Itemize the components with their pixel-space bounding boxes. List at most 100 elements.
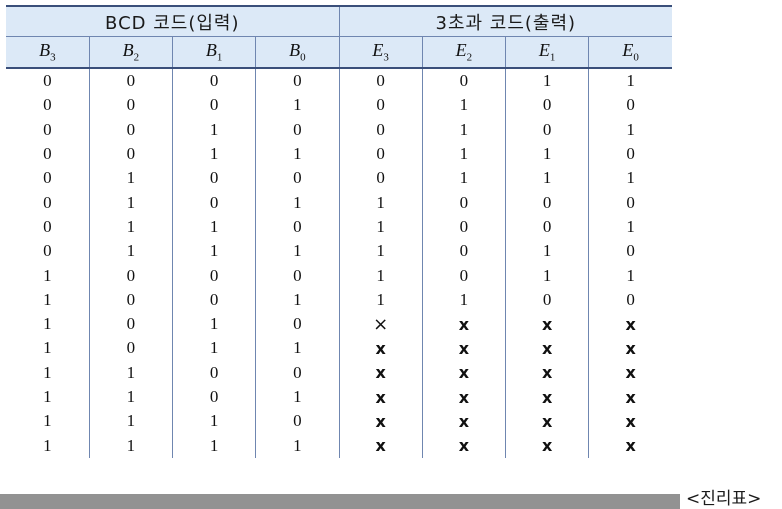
table-cell: 1: [506, 239, 589, 263]
table-cell: 1: [339, 190, 422, 214]
table-row: 1101xxxx: [6, 385, 672, 409]
table-cell: 1: [256, 433, 339, 457]
table-cell: 0: [589, 190, 672, 214]
table-cell: 1: [89, 409, 172, 433]
table-cell: 0: [256, 166, 339, 190]
table-row: 01101001: [6, 215, 672, 239]
table-cell: 0: [339, 68, 422, 93]
table-cell: 1: [6, 312, 89, 336]
table-cell: x: [589, 312, 672, 336]
table-cell: 1: [589, 263, 672, 287]
table-caption: <진리표>: [686, 484, 782, 509]
table-cell: 1: [506, 166, 589, 190]
table-cell: 1: [256, 288, 339, 312]
table-row: 01011000: [6, 190, 672, 214]
table-cell: x: [589, 433, 672, 457]
table-cell: x: [589, 336, 672, 360]
table-row: 01111010: [6, 239, 672, 263]
table-cell: 1: [339, 215, 422, 239]
table-cell: 0: [256, 312, 339, 336]
table-cell: x: [339, 385, 422, 409]
table-cell: 0: [422, 239, 505, 263]
table-cell: x: [589, 361, 672, 385]
table-cell: 1: [506, 68, 589, 93]
table-cell: 0: [422, 263, 505, 287]
table-cell: x: [422, 361, 505, 385]
table-cell: 1: [589, 118, 672, 142]
table-cell: 0: [173, 68, 256, 93]
table-row: 00110110: [6, 142, 672, 166]
table-cell: x: [589, 409, 672, 433]
table-cell: 1: [506, 142, 589, 166]
table-cell: 1: [89, 433, 172, 457]
table-cell: 1: [89, 361, 172, 385]
group-header-row: BCD 코드(입력) 3초과 코드(출력): [6, 6, 672, 37]
table-cell: 1: [422, 93, 505, 117]
truth-table: BCD 코드(입력) 3초과 코드(출력) B3B2B1B0E3E2E1E0 0…: [6, 5, 672, 458]
table-cell: 0: [506, 288, 589, 312]
table-row: 1110xxxx: [6, 409, 672, 433]
variable-header-row: B3B2B1B0E3E2E1E0: [6, 37, 672, 69]
table-cell: 0: [173, 263, 256, 287]
table-cell: 1: [89, 215, 172, 239]
table-cell: 0: [173, 288, 256, 312]
table-cell: 1: [6, 409, 89, 433]
table-cell: 0: [6, 93, 89, 117]
output-group-header: 3초과 코드(출력): [339, 6, 672, 37]
table-cell: 0: [173, 190, 256, 214]
table-cell: 0: [173, 166, 256, 190]
table-cell: 1: [6, 288, 89, 312]
table-cell: 1: [422, 142, 505, 166]
table-cell: 1: [589, 68, 672, 93]
table-cell: 1: [256, 93, 339, 117]
table-cell: 0: [422, 215, 505, 239]
table-row: 00010100: [6, 93, 672, 117]
table-cell: x: [506, 385, 589, 409]
table-cell: 1: [89, 166, 172, 190]
table-cell: 0: [422, 190, 505, 214]
table-cell: 1: [256, 190, 339, 214]
truth-table-body: 0000001100010100001001010011011001000111…: [6, 68, 672, 458]
table-row: 00100101: [6, 118, 672, 142]
table-cell: 1: [422, 288, 505, 312]
table-cell: 0: [422, 68, 505, 93]
column-header-e3: E3: [339, 37, 422, 69]
table-cell: 0: [6, 239, 89, 263]
table-cell: x: [339, 433, 422, 457]
table-cell: x: [422, 433, 505, 457]
column-header-e2: E2: [422, 37, 505, 69]
table-cell: x: [422, 336, 505, 360]
table-cell: 0: [89, 93, 172, 117]
table-cell: 1: [339, 288, 422, 312]
table-cell: 0: [6, 190, 89, 214]
table-cell: 1: [89, 385, 172, 409]
table-cell: 0: [256, 409, 339, 433]
table-cell: 0: [256, 215, 339, 239]
table-cell: 1: [256, 142, 339, 166]
table-cell: 0: [6, 118, 89, 142]
table-row: 1100xxxx: [6, 361, 672, 385]
column-header-e0: E0: [589, 37, 672, 69]
table-cell: 0: [506, 93, 589, 117]
input-group-header: BCD 코드(입력): [6, 6, 339, 37]
table-row: 00000011: [6, 68, 672, 93]
table-cell: 1: [89, 190, 172, 214]
table-cell: x: [422, 312, 505, 336]
table-cell: 1: [173, 433, 256, 457]
table-cell: x: [506, 312, 589, 336]
table-cell: 0: [506, 190, 589, 214]
column-header-b0: B0: [256, 37, 339, 69]
table-cell: x: [506, 361, 589, 385]
table-cell: 1: [6, 385, 89, 409]
table-cell: 1: [589, 215, 672, 239]
table-cell: x: [339, 361, 422, 385]
table-cell: 1: [173, 118, 256, 142]
table-cell: 1: [256, 336, 339, 360]
table-cell: 0: [589, 288, 672, 312]
table-cell: 1: [506, 263, 589, 287]
table-cell: 1: [6, 361, 89, 385]
table-cell: 0: [89, 312, 172, 336]
table-cell: 0: [173, 385, 256, 409]
table-cell: 0: [256, 361, 339, 385]
table-cell: x: [506, 433, 589, 457]
